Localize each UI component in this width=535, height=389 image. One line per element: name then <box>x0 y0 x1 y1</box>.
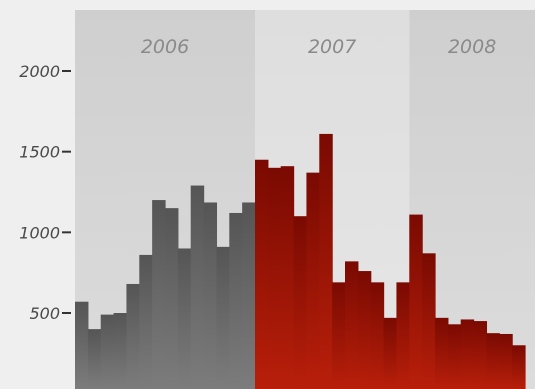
bar-27 <box>422 253 436 389</box>
period-label-2008: 2008 <box>448 36 496 58</box>
bar-4 <box>126 283 140 389</box>
bar-3 <box>113 313 128 389</box>
bar-32 <box>486 333 500 389</box>
y-tick-label-500: 500 <box>29 304 60 323</box>
bar-20 <box>332 282 346 389</box>
bar-10 <box>203 202 218 389</box>
bar-6 <box>152 200 166 389</box>
bar-21 <box>345 261 359 389</box>
period-label-2007: 2007 <box>308 36 356 58</box>
bar-23 <box>370 282 385 389</box>
bar-26 <box>409 214 423 389</box>
period-labels: 2006 2007 2008 <box>141 36 497 58</box>
bar-34 <box>512 345 526 389</box>
bar-14 <box>255 159 269 389</box>
bar-25 <box>396 282 410 389</box>
bar-7 <box>165 208 179 389</box>
bar-19 <box>319 133 333 389</box>
bar-11 <box>216 246 230 389</box>
bar-9 <box>190 185 205 389</box>
bar-33 <box>499 333 513 389</box>
bar-28 <box>435 317 449 389</box>
bar-30 <box>460 319 475 389</box>
bar-0 <box>75 301 89 389</box>
y-tick-label-1500: 1500 <box>19 143 60 162</box>
bar-8 <box>177 248 192 389</box>
bar-2 <box>100 314 115 389</box>
bar-17 <box>293 216 308 389</box>
y-axis: 2000 1500 1000 500 <box>19 62 71 323</box>
bar-24 <box>383 317 398 389</box>
bar-12 <box>229 212 243 389</box>
bar-16 <box>280 166 295 389</box>
bar-22 <box>357 271 372 389</box>
bar-5 <box>139 254 153 389</box>
period-label-2006: 2006 <box>141 36 189 58</box>
bar-18 <box>306 172 320 389</box>
y-tick-label-1000: 1000 <box>19 223 60 242</box>
y-tick-label-2000: 2000 <box>19 62 60 81</box>
bar-15 <box>267 167 282 389</box>
bars-group <box>75 133 526 389</box>
bar-31 <box>473 321 488 389</box>
bar-1 <box>87 329 102 389</box>
bar-29 <box>447 324 462 389</box>
bar-13 <box>242 202 256 389</box>
